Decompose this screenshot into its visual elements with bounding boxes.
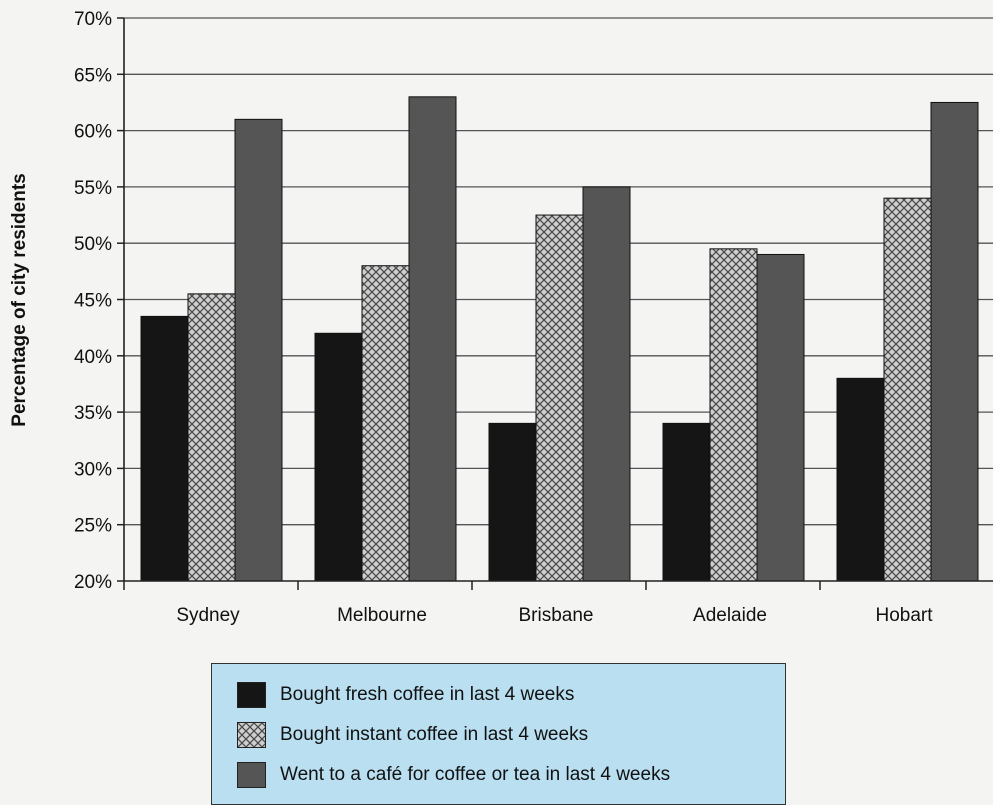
legend-label-instant: Bought instant coffee in last 4 weeks — [280, 724, 589, 745]
x-tick-label: Brisbane — [519, 605, 594, 626]
y-tick-label: 55% — [74, 178, 112, 199]
legend-item-cafe: Went to a café for coffee or tea in last… — [237, 762, 670, 788]
legend-label-fresh: Bought fresh coffee in last 4 weeks — [280, 684, 575, 705]
legend-swatch-cafe — [237, 762, 266, 788]
bar-sydney-series-1 — [187, 293, 236, 582]
bar-hobart-series-1 — [883, 197, 932, 582]
bar-brisbane-series-0 — [488, 422, 537, 582]
legend-swatch-fresh — [237, 682, 266, 708]
y-tick-label: 65% — [74, 65, 112, 86]
bar-melbourne-series-0 — [314, 332, 363, 582]
x-tick-label: Melbourne — [337, 605, 427, 626]
legend-swatch-instant — [237, 722, 266, 748]
bar-melbourne-series-2 — [408, 96, 457, 582]
legend-item-instant: Bought instant coffee in last 4 weeks — [237, 722, 588, 748]
bar-adelaide-series-0 — [662, 422, 711, 582]
bar-adelaide-series-2 — [756, 253, 805, 582]
x-tick-label: Adelaide — [693, 605, 767, 626]
x-axis-ticks: Sydney Melbourne Brisbane Adelaide Hobart — [123, 581, 933, 626]
y-tick-label: 70% — [74, 9, 112, 30]
x-tick-label: Hobart — [875, 605, 933, 626]
y-tick-label: 20% — [74, 572, 112, 593]
bar-hobart-series-0 — [836, 377, 885, 582]
x-tick-label: Sydney — [176, 605, 240, 626]
y-tick-label: 40% — [74, 347, 112, 368]
bar-adelaide-series-1 — [709, 248, 758, 582]
bar-chart: 20% 25% 30% 35% 40% 45% 50% 55% 60% 65% 70% Sydney… — [9, 9, 993, 626]
y-tick-label: 30% — [74, 459, 112, 480]
y-axis-label: Percentage of city residents — [9, 173, 30, 426]
y-tick-label: 60% — [74, 122, 112, 143]
legend-item-fresh: Bought fresh coffee in last 4 weeks — [237, 682, 574, 708]
bars — [140, 96, 979, 582]
bar-brisbane-series-2 — [582, 186, 631, 582]
y-tick-label: 50% — [74, 234, 112, 255]
bar-hobart-series-2 — [930, 101, 979, 582]
y-tick-label: 45% — [74, 291, 112, 312]
y-tick-label: 25% — [74, 516, 112, 537]
y-tick-label: 35% — [74, 403, 112, 424]
bar-sydney-series-2 — [234, 118, 283, 582]
bar-melbourne-series-1 — [361, 265, 410, 582]
legend: Bought fresh coffee in last 4 weeks Boug… — [211, 663, 786, 805]
axes — [123, 18, 993, 582]
bar-brisbane-series-1 — [535, 214, 584, 582]
bar-sydney-series-0 — [140, 315, 189, 582]
legend-label-cafe: Went to a café for coffee or tea in last… — [280, 764, 671, 785]
y-axis-ticks: 20% 25% 30% 35% 40% 45% 50% 55% 60% 65% 70% — [74, 9, 124, 593]
